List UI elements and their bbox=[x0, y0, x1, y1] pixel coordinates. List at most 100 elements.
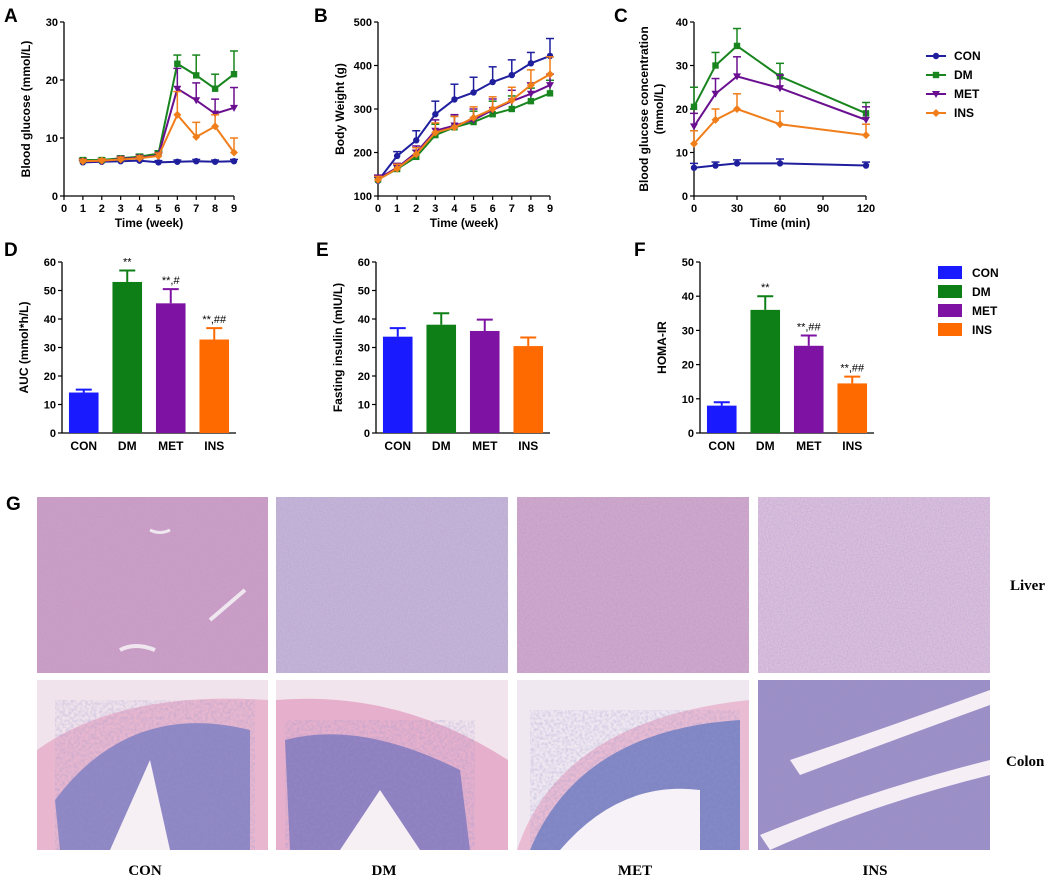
chart-d: D 0 10 20 30 40 50 60 AUC (mmol*h/L) CON DM ** MET **… bbox=[4, 240, 236, 453]
legend-mid-label-dm: DM bbox=[972, 285, 991, 299]
chart-e-ytick-label-2: 20 bbox=[358, 371, 370, 383]
legend-mid: CON DM MET INS bbox=[938, 266, 999, 337]
histology-panel: G bbox=[6, 494, 1045, 879]
chart-c-ylabel: Blood glucose concentration(mmol/L) bbox=[637, 26, 666, 191]
chart-d-annotation-ins: **,## bbox=[202, 314, 227, 326]
chart-e-bar-met bbox=[469, 330, 500, 433]
chart-c-point-met-2 bbox=[733, 73, 741, 81]
chart-a-point-ins-3 bbox=[135, 154, 144, 163]
chart-a-xtick-label-8: 8 bbox=[212, 203, 218, 215]
chart-d-ytick-label-3: 30 bbox=[44, 343, 56, 355]
chart-a-xtick-label-9: 9 bbox=[231, 203, 237, 215]
chart-a-ytick-label-0: 0 bbox=[52, 191, 58, 203]
chart-a-xtick-label-7: 7 bbox=[193, 203, 199, 215]
chart-a-point-ins-0 bbox=[78, 157, 87, 166]
chart-b-point-dm-9 bbox=[546, 90, 554, 97]
chart-f-bar-dm bbox=[750, 309, 781, 433]
chart-b-line-con bbox=[377, 54, 551, 182]
chart-d-bar-ins bbox=[199, 339, 230, 433]
chart-b-point-dm-8 bbox=[527, 97, 535, 105]
chart-e-xtick-label-ins: INS bbox=[518, 439, 538, 453]
chart-a-xtick-label-2: 2 bbox=[99, 203, 105, 215]
chart-b-point-dm-7 bbox=[508, 105, 515, 113]
liver-image-ins bbox=[758, 497, 990, 673]
chart-b-xtick-label-5: 5 bbox=[470, 203, 476, 215]
chart-c-xtick-label-3: 90 bbox=[817, 203, 829, 215]
chart-d-ytick-label-6: 60 bbox=[44, 257, 56, 269]
chart-e-ytick-label-0: 0 bbox=[364, 428, 370, 440]
chart-f-xtick-label-met: MET bbox=[796, 439, 822, 453]
chart-a-xtick-label-5: 5 bbox=[155, 203, 161, 215]
chart-a-point-con-6 bbox=[193, 158, 200, 165]
chart-b-ytick-label-1: 200 bbox=[354, 148, 372, 160]
chart-d-xtick-label-met: MET bbox=[158, 439, 184, 453]
chart-d-xtick-label-con: CON bbox=[70, 439, 97, 453]
chart-b-ytick-label-2: 300 bbox=[354, 104, 372, 116]
chart-b-point-con-1 bbox=[393, 152, 401, 160]
chart-e-ylabel: Fasting insulin (mIU/L) bbox=[331, 283, 345, 412]
chart-c-xlabel: Time (min) bbox=[750, 216, 810, 230]
chart-a-point-dm-7 bbox=[211, 85, 219, 92]
chart-a-point-con-4 bbox=[155, 159, 162, 166]
histology-col-dm: DM bbox=[372, 863, 397, 879]
chart-c-xtick-label-4: 120 bbox=[857, 203, 875, 215]
chart-b-point-con-4 bbox=[451, 96, 458, 103]
chart-c-point-con-4 bbox=[862, 162, 870, 169]
chart-b-ytick-label-0: 100 bbox=[354, 191, 372, 203]
chart-b-point-con-7 bbox=[508, 71, 515, 79]
chart-e-bar-con bbox=[382, 336, 413, 433]
legend-mid-swatch-ins bbox=[938, 323, 962, 336]
histology-col-ins: INS bbox=[862, 863, 887, 879]
chart-b-point-met-9 bbox=[546, 82, 554, 90]
chart-c-point-met-1 bbox=[711, 90, 720, 98]
chart-c-point-dm-2 bbox=[733, 42, 741, 50]
chart-a-ytick-label-3: 30 bbox=[46, 17, 58, 29]
chart-a-xtick-label-1: 1 bbox=[80, 203, 86, 215]
legend-top-marker-met bbox=[932, 91, 940, 98]
legend-top-marker-ins bbox=[932, 109, 940, 117]
chart-c-ytick-label-2: 20 bbox=[676, 104, 688, 116]
chart-c-point-met-0 bbox=[690, 123, 698, 131]
chart-b-point-ins-7 bbox=[507, 96, 516, 105]
histology-row-liver: Liver bbox=[1010, 578, 1045, 594]
chart-c-point-ins-4 bbox=[862, 131, 870, 140]
legend-mid-swatch-met bbox=[938, 304, 962, 317]
colon-image-dm bbox=[276, 680, 508, 850]
chart-c-ytick-label-1: 10 bbox=[676, 148, 688, 160]
chart-a-point-met-8 bbox=[230, 104, 238, 112]
chart-e-xtick-label-dm: DM bbox=[432, 439, 451, 453]
histology-col-met: MET bbox=[618, 863, 652, 879]
chart-c-point-con-2 bbox=[733, 160, 741, 167]
chart-a-point-dm-8 bbox=[230, 71, 238, 78]
chart-d-bar-con bbox=[68, 392, 99, 433]
chart-c-xtick-label-0: 0 bbox=[691, 203, 697, 215]
chart-a-point-dm-5 bbox=[174, 60, 181, 67]
chart-a-point-ins-5 bbox=[173, 110, 182, 119]
chart-d-annotation-dm: ** bbox=[123, 257, 132, 269]
chart-e-ytick-label-6: 60 bbox=[358, 257, 370, 269]
chart-a-point-met-6 bbox=[192, 97, 201, 105]
chart-a-point-dm-6 bbox=[193, 72, 200, 79]
chart-d-bar-dm bbox=[112, 281, 143, 433]
chart-b-ylabel: Body Weight (g) bbox=[333, 63, 347, 155]
chart-b-xtick-label-4: 4 bbox=[451, 203, 458, 215]
legend-mid-label-con: CON bbox=[972, 266, 999, 280]
chart-c-ylabel-line-0: Blood glucose concentration bbox=[637, 26, 651, 191]
chart-d-xtick-label-ins: INS bbox=[204, 439, 224, 453]
legend-mid-label-ins: INS bbox=[972, 323, 992, 337]
chart-a-ylabel: Blood glucose (mmol/L) bbox=[19, 41, 33, 178]
legend-top-label-dm: DM bbox=[954, 68, 973, 82]
chart-c-point-ins-3 bbox=[776, 120, 784, 129]
chart-a-xtick-label-0: 0 bbox=[61, 203, 67, 215]
chart-b-point-ins-3 bbox=[431, 128, 440, 137]
chart-e-bar-ins bbox=[513, 346, 544, 433]
chart-a-ytick-label-2: 20 bbox=[46, 75, 58, 87]
chart-e-ytick-label-3: 30 bbox=[358, 343, 370, 355]
chart-e-ytick-label-4: 40 bbox=[358, 314, 370, 326]
chart-f-annotation-dm: ** bbox=[761, 282, 770, 294]
chart-e-xtick-label-met: MET bbox=[472, 439, 498, 453]
chart-f-xtick-label-dm: DM bbox=[756, 439, 775, 453]
chart-f-bar-ins bbox=[837, 383, 868, 433]
chart-b-point-con-2 bbox=[413, 137, 420, 144]
chart-d-bar-met bbox=[155, 303, 186, 433]
